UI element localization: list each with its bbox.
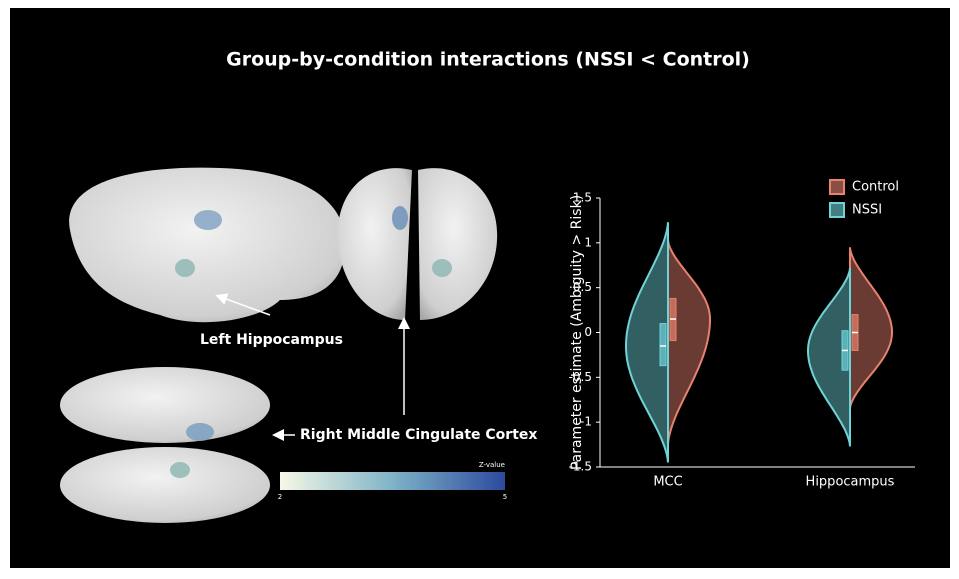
y-tick-label: -1.5 xyxy=(569,460,592,474)
brain-views xyxy=(60,167,498,523)
legend-label: NSSI xyxy=(852,203,882,218)
y-tick-label: -1 xyxy=(580,415,592,429)
violin xyxy=(849,247,893,409)
blob xyxy=(186,423,214,441)
brain-coronal-left xyxy=(337,168,412,320)
colorbar-tick-label: 2 xyxy=(278,493,282,501)
violin xyxy=(624,222,669,463)
violin xyxy=(667,239,711,445)
box xyxy=(659,323,667,367)
colorbar xyxy=(280,472,505,490)
brain-coronal-right xyxy=(418,168,498,320)
brain-axial-top xyxy=(60,367,270,443)
y-tick-label: 1 xyxy=(584,235,592,249)
legend-swatch xyxy=(829,202,845,218)
y-tick-label: 0 xyxy=(584,325,592,339)
legend-label: Control xyxy=(852,180,899,195)
legend-swatch xyxy=(829,179,845,195)
colorbar-label: Z-value xyxy=(479,461,505,469)
blob xyxy=(392,206,408,230)
blob xyxy=(175,259,195,277)
y-tick-label: 1.5 xyxy=(573,191,592,205)
brain-lateral xyxy=(69,167,346,323)
arrow xyxy=(215,293,271,316)
title: Group-by-condition interactions (NSSI < … xyxy=(226,49,750,71)
blob xyxy=(194,210,222,230)
colorbar-tick-label: 5 xyxy=(503,493,507,501)
x-tick-label: Hippocampus xyxy=(806,475,895,490)
x-tick-label: MCC xyxy=(653,475,682,490)
y-axis-label: Parameter estimate (Ambiguity > Risk) xyxy=(569,195,585,470)
violin xyxy=(806,267,851,447)
y-tick-label: -0.5 xyxy=(569,370,592,384)
annotation: Left Hippocampus xyxy=(200,332,343,348)
blob xyxy=(170,462,190,478)
y-tick-label: 0.5 xyxy=(573,280,592,294)
blob xyxy=(432,259,452,277)
annotation: Right Middle Cingulate Cortex xyxy=(300,427,537,443)
brain-axial-bottom xyxy=(60,447,270,523)
